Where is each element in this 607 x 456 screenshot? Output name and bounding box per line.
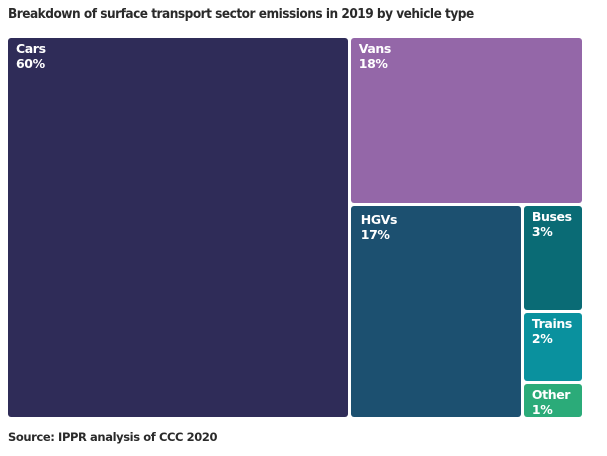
tile-value: 60%	[16, 56, 45, 71]
tile-other: Other 1%	[523, 384, 582, 418]
tile-value: 3%	[531, 223, 553, 239]
tile-name: Cars	[16, 41, 46, 56]
tile-label: Buses 3%	[532, 209, 572, 239]
tile-label: Trains 2%	[532, 316, 572, 346]
tile-label: Other 1%	[531, 387, 571, 418]
source-note: Source: IPPR analysis of CCC 2020	[8, 430, 218, 444]
chart-title: Breakdown of surface transport sector em…	[8, 6, 474, 22]
tile-value: 2%	[531, 330, 553, 346]
tile-name: Trains	[531, 315, 572, 331]
tile-buses: Buses 3%	[523, 205, 582, 310]
tile-name: Vans	[358, 41, 392, 56]
tile-trains: Trains 2%	[523, 312, 582, 382]
tile-value: 1%	[531, 402, 553, 418]
tile-label: Cars 60%	[16, 41, 46, 71]
tile-label: HGVs 17%	[360, 211, 398, 242]
tile-name: HGVs	[360, 211, 398, 227]
tile-value: 17%	[360, 226, 390, 242]
tile-vans: Vans 18%	[350, 38, 582, 203]
tile-name: Buses	[531, 208, 572, 224]
tile-hgvs: HGVs 17%	[350, 205, 521, 417]
tile-name: Other	[531, 387, 571, 403]
tile-value: 18%	[358, 56, 388, 71]
tile-cars: Cars 60%	[8, 38, 348, 417]
tile-label: Vans 18%	[358, 41, 392, 71]
